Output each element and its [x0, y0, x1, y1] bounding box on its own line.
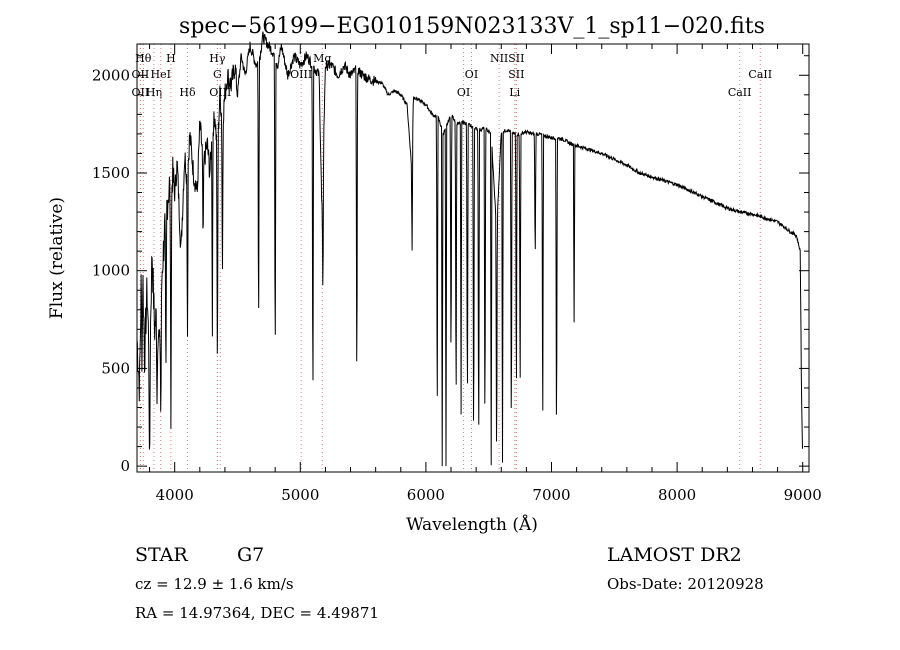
line-label-10: OIII	[290, 68, 312, 81]
x-axis-ticks: 4000 5000 6000 7000 8000 9000	[149, 44, 822, 504]
ra-dec: RA = 14.97364, DEC = 4.49871	[135, 604, 379, 622]
y-tick-label-2000: 2000	[92, 66, 130, 84]
line-label-6: Hδ	[179, 86, 196, 99]
object-class: STAR	[135, 544, 188, 566]
data-release: LAMOST DR2	[607, 544, 742, 566]
object-subclass: G7	[237, 544, 264, 566]
spectrum-trace	[136, 31, 803, 467]
y-tick-label-500: 500	[101, 359, 130, 377]
line-label-13: OI	[465, 68, 478, 81]
line-label-2: OII	[132, 86, 150, 99]
line-label-16: SII	[508, 68, 524, 81]
x-tick-label-8000: 8000	[658, 486, 696, 504]
line-label-17: Li	[509, 86, 520, 99]
chart-title: spec−56199−EG010159N023133V_1_sp11−020.f…	[179, 14, 765, 39]
line-label-15: SII	[508, 52, 524, 65]
line-label-4: HeI	[151, 68, 171, 81]
y-tick-label-0: 0	[120, 457, 130, 475]
observation-date: Obs-Date: 20120928	[607, 575, 764, 593]
y-tick-label-1500: 1500	[92, 164, 130, 182]
line-label-14: NII	[490, 52, 508, 65]
line-label-19: CaII	[748, 68, 772, 81]
x-tick-label-4000: 4000	[156, 486, 194, 504]
x-tick-label-5000: 5000	[281, 486, 319, 504]
line-label-18: CaII	[728, 86, 752, 99]
line-label-0: Hθ	[135, 52, 152, 65]
series-line-flux	[136, 31, 803, 467]
line-label-8: G	[213, 68, 222, 81]
plot-frame	[136, 43, 810, 473]
line-label-3: Hη	[146, 86, 162, 99]
y-axis-ticks: 0 500 1000 1500 2000	[92, 55, 809, 475]
x-tick-label-6000: 6000	[407, 486, 445, 504]
x-axis-label: Wavelength (Å)	[406, 514, 538, 535]
redshift-cz: cz = 12.9 ± 1.6 km/s	[135, 575, 294, 593]
y-tick-label-1000: 1000	[92, 262, 130, 280]
y-axis-label: Flux (relative)	[47, 197, 67, 319]
line-label-7: Hγ	[209, 52, 226, 65]
line-label-1: OII	[132, 68, 150, 81]
x-tick-label-9000: 9000	[784, 486, 822, 504]
x-tick-label-7000: 7000	[532, 486, 570, 504]
line-label-12: OI	[457, 86, 470, 99]
line-label-5: H	[166, 52, 176, 65]
